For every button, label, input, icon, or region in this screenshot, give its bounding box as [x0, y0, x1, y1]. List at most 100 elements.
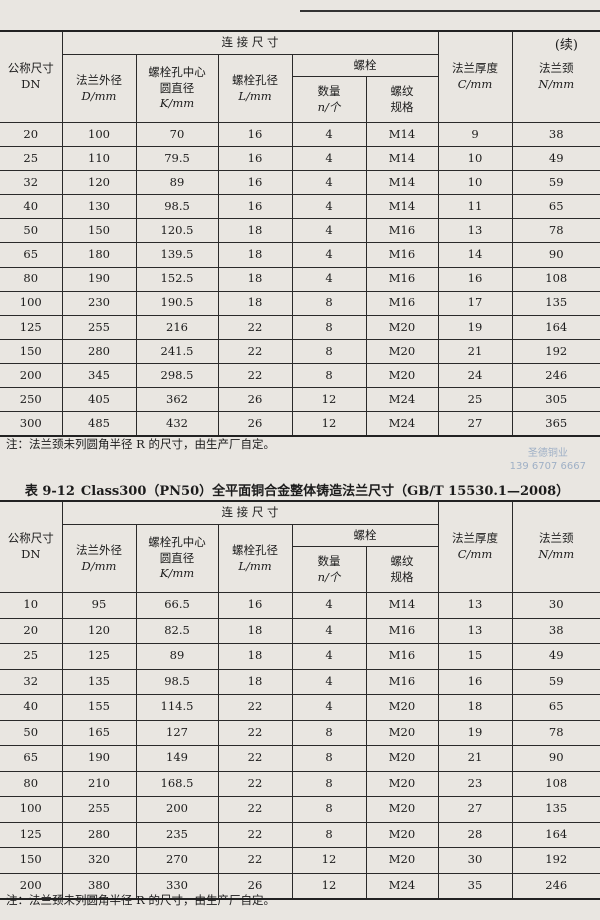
cell-bolt-qty: 8 [291, 796, 367, 823]
cell-bolt-qty: 4 [291, 146, 367, 172]
cell-thread: M20 [365, 847, 439, 874]
header-dn: 公称尺寸 DN [0, 30, 63, 123]
cell-bolt-hole: 18 [217, 266, 293, 292]
cell-bolt-hole: 22 [217, 314, 293, 340]
cell-neck: 90 [511, 745, 600, 772]
cell-neck: 192 [511, 847, 600, 874]
cell-bolt-hole: 22 [217, 847, 293, 874]
cell-outer-d: 95 [61, 592, 137, 619]
cell-bolt-hole: 26 [217, 387, 293, 413]
cell-thickness: 24 [437, 362, 513, 389]
table-row: 50 165 127 22 8 M20 19 78 [0, 719, 600, 746]
table-row: 300 485 432 26 12 M24 27 365 [0, 411, 600, 437]
header-connection: 连 接 尺 寸 [61, 30, 439, 55]
cell-bolt-circle: 241.5 [135, 338, 219, 364]
cell-bolt-qty: 12 [291, 872, 367, 900]
table-row: 10 95 66.5 16 4 M14 13 30 [0, 592, 600, 619]
cell-bolt-qty: 4 [291, 194, 367, 220]
cell-thread: M16 [365, 290, 439, 316]
cell-thread: M16 [365, 242, 439, 268]
cell-dn: 50 [0, 719, 63, 746]
cell-outer-d: 320 [61, 847, 137, 874]
table-row: 40 155 114.5 22 4 M20 18 65 [0, 694, 600, 721]
cell-neck: 38 [511, 617, 600, 644]
cell-bolt-circle: 66.5 [135, 592, 219, 619]
cell-dn: 32 [0, 170, 63, 196]
cell-thread: M16 [365, 668, 439, 695]
cell-bolt-hole: 26 [217, 872, 293, 900]
header-qty: 数量 n/个 [292, 546, 367, 593]
cell-thickness: 11 [437, 194, 513, 220]
cell-bolt-hole: 22 [217, 694, 293, 721]
header-bolt: 螺栓 [291, 524, 438, 547]
cell-dn: 150 [0, 338, 63, 364]
cell-outer-d: 485 [61, 411, 137, 437]
cell-thread: M20 [365, 338, 439, 364]
cell-bolt-qty: 4 [291, 592, 367, 619]
header-qty: 数量 n/个 [292, 76, 367, 123]
cell-dn: 250 [0, 387, 63, 413]
cell-bolt-qty: 8 [291, 362, 367, 389]
cell-outer-d: 125 [61, 643, 137, 670]
cell-thread: M20 [365, 770, 439, 797]
cell-outer-d: 210 [61, 770, 137, 797]
table-row: 125 280 235 22 8 M20 28 164 [0, 821, 600, 848]
cell-thread: M14 [365, 194, 439, 220]
header-thread: 螺纹规格 [365, 76, 438, 123]
table-row: 100 255 200 22 8 M20 27 135 [0, 796, 600, 823]
cell-outer-d: 255 [61, 314, 137, 340]
cell-bolt-circle: 432 [135, 411, 219, 437]
cell-dn: 200 [0, 872, 63, 900]
cell-bolt-hole: 18 [217, 218, 293, 244]
table-row: 200 380 330 26 12 M24 35 246 [0, 872, 600, 900]
cell-bolt-qty: 4 [291, 266, 367, 292]
cell-dn: 80 [0, 770, 63, 797]
page-top-rule [300, 10, 600, 12]
cell-thickness: 19 [437, 719, 513, 746]
table-row: 32 120 89 16 4 M14 10 59 [0, 170, 600, 196]
cell-thread: M20 [365, 821, 439, 848]
table-row: 80 210 168.5 22 8 M20 23 108 [0, 770, 600, 797]
table-row: 25 125 89 18 4 M16 15 49 [0, 643, 600, 670]
cell-bolt-qty: 8 [291, 290, 367, 316]
cell-thickness: 13 [437, 617, 513, 644]
cell-thread: M14 [365, 121, 439, 148]
cell-bolt-hole: 22 [217, 770, 293, 797]
cell-bolt-hole: 16 [217, 121, 293, 148]
cell-bolt-qty: 8 [291, 719, 367, 746]
cell-bolt-qty: 4 [291, 218, 367, 244]
header-thickness: 法兰厚度 C/mm [437, 500, 513, 593]
cell-thickness: 35 [437, 872, 513, 900]
cell-neck: 59 [511, 170, 600, 196]
cell-bolt-qty: 8 [291, 821, 367, 848]
cell-neck: 78 [511, 218, 600, 244]
cell-bolt-hole: 22 [217, 719, 293, 746]
cell-neck: 164 [511, 821, 600, 848]
cell-thickness: 10 [437, 170, 513, 196]
cell-bolt-hole: 18 [217, 617, 293, 644]
cell-bolt-qty: 12 [291, 847, 367, 874]
cell-outer-d: 280 [61, 338, 137, 364]
cell-thread: M20 [365, 719, 439, 746]
cell-thickness: 19 [437, 314, 513, 340]
cell-bolt-qty: 8 [291, 745, 367, 772]
table-row: 125 255 216 22 8 M20 19 164 [0, 314, 600, 340]
cell-thread: M24 [365, 411, 439, 437]
cell-bolt-qty: 4 [291, 668, 367, 695]
cell-outer-d: 345 [61, 362, 137, 389]
cell-dn: 100 [0, 796, 63, 823]
cell-bolt-circle: 82.5 [135, 617, 219, 644]
watermark: 圣德铜业 139 6707 6667 [509, 448, 586, 472]
cell-bolt-qty: 8 [291, 314, 367, 340]
cell-dn: 20 [0, 121, 63, 148]
cell-bolt-hole: 26 [217, 411, 293, 437]
header-bolt-circle: 螺栓孔中心圆直径 K/mm [135, 524, 219, 593]
cell-bolt-circle: 362 [135, 387, 219, 413]
cell-bolt-circle: 270 [135, 847, 219, 874]
header-bolt-circle: 螺栓孔中心圆直径 K/mm [135, 54, 219, 123]
cell-neck: 108 [511, 770, 600, 797]
cell-bolt-qty: 4 [291, 170, 367, 196]
cell-dn: 65 [0, 242, 63, 268]
cell-bolt-hole: 22 [217, 796, 293, 823]
header-bolt-hole: 螺栓孔径 L/mm [217, 524, 293, 593]
